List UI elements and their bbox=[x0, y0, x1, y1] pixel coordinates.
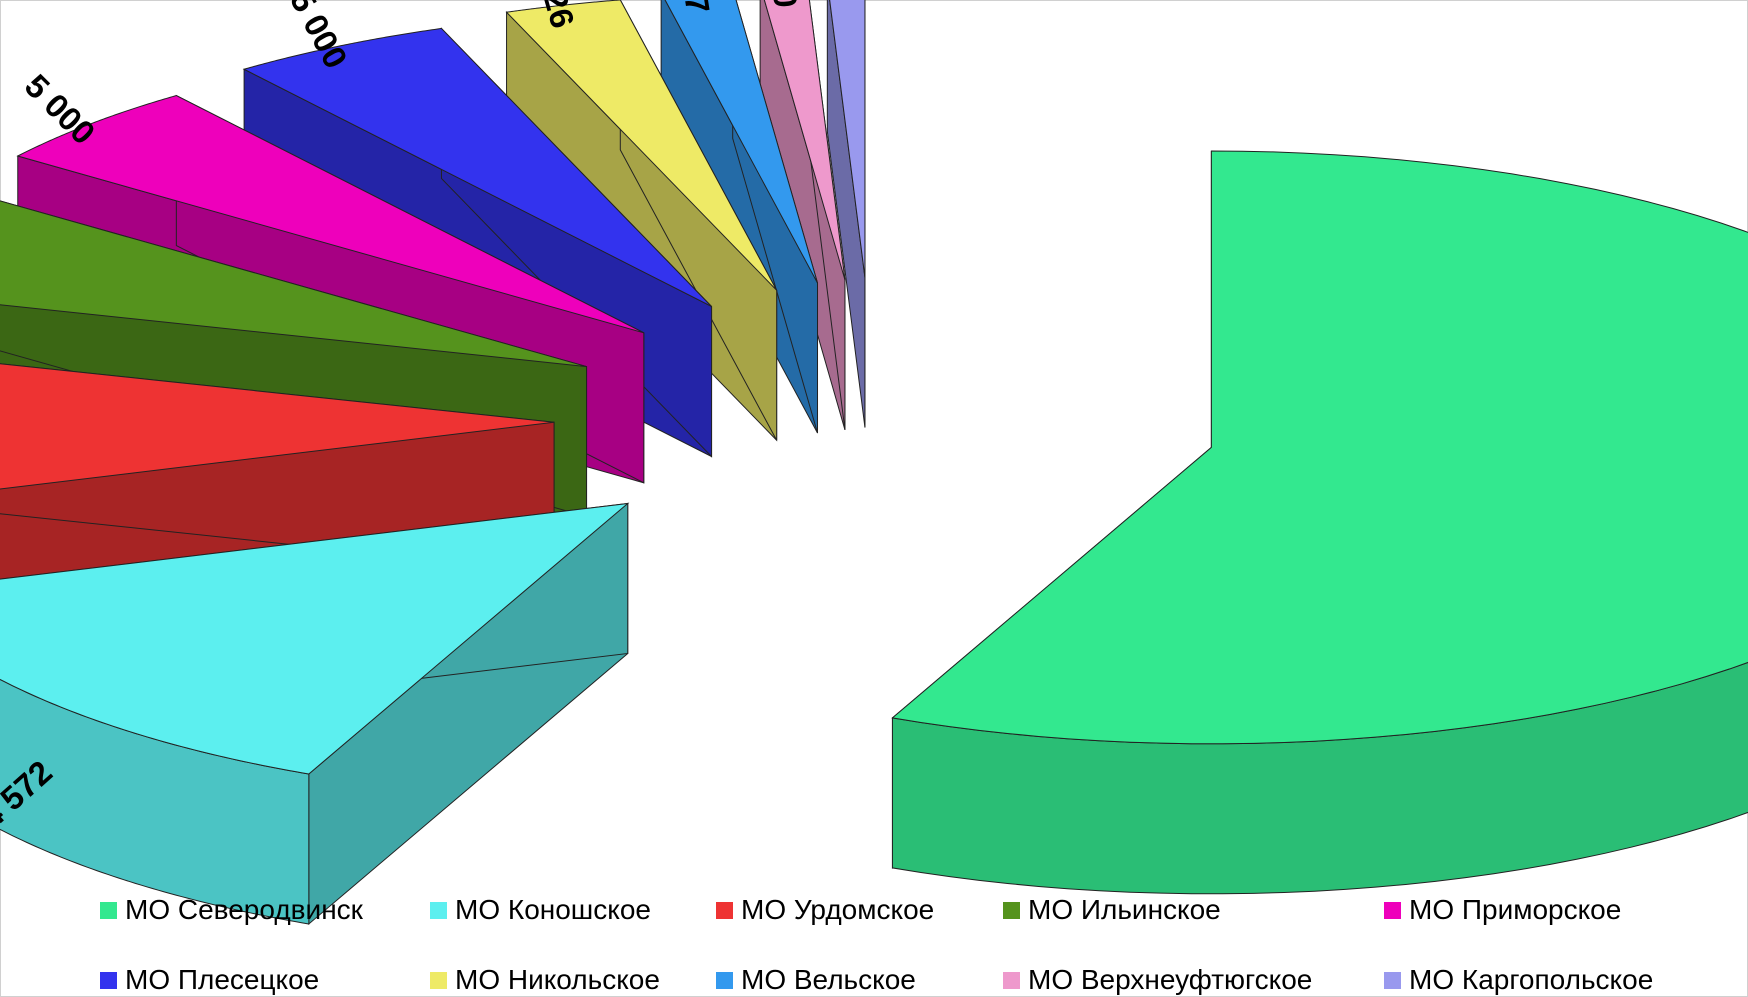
pie-slice bbox=[891, 150, 1748, 895]
data-label: 1 050 bbox=[761, 0, 804, 9]
pie-slice bbox=[0, 502, 630, 926]
data-label: 1 607 bbox=[668, 0, 717, 16]
pie-slice bbox=[759, 0, 846, 430]
pie-slice bbox=[826, 0, 866, 428]
